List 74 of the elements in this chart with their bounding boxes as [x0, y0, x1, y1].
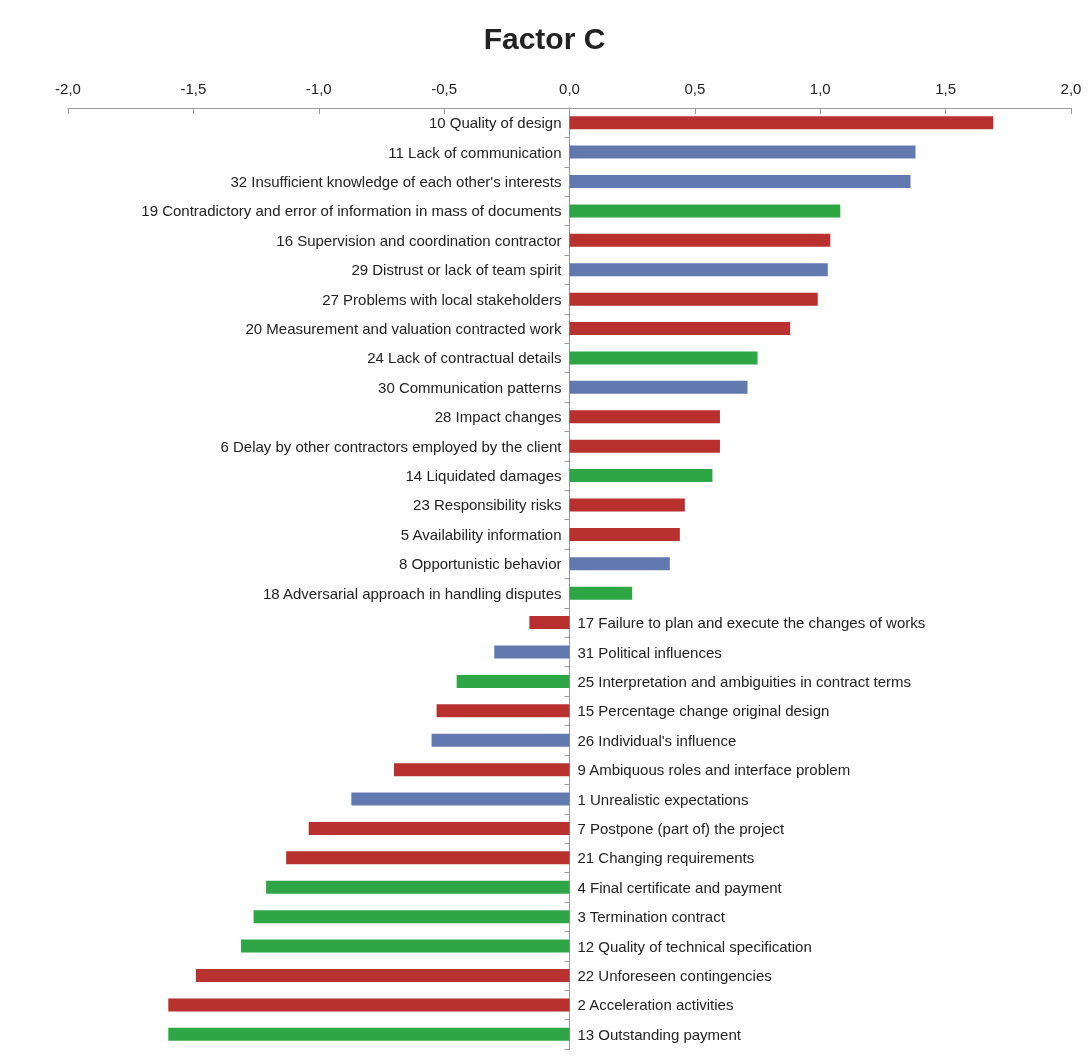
y-tick-label: 31 Political influences	[577, 643, 722, 661]
y-tick-label: 6 Delay by other contractors employed by the client	[220, 437, 563, 455]
x-tick-label: 1,0	[809, 80, 831, 97]
bar	[569, 439, 720, 453]
bar	[569, 586, 633, 600]
y-tick-label: 15 Percentage change original design	[577, 702, 830, 720]
y-tick-label: 16 Supervision and coordination contractor	[276, 231, 562, 249]
bar	[529, 616, 570, 630]
bar	[431, 733, 570, 747]
bar	[266, 880, 570, 894]
bar	[494, 645, 570, 659]
bar	[569, 498, 685, 512]
bar	[569, 322, 791, 336]
bar	[569, 204, 841, 218]
bar	[569, 292, 818, 306]
bar	[168, 998, 570, 1012]
y-tick-label: 21 Changing requirements	[577, 849, 755, 867]
x-tick-label: 0,0	[559, 80, 580, 97]
bar	[195, 968, 570, 982]
bar	[569, 557, 670, 571]
y-tick-label: 22 Unforeseen contingencies	[577, 966, 772, 984]
y-tick-label: 5 Availability information	[400, 525, 562, 543]
y-tick-label: 28 Impact changes	[434, 408, 562, 426]
x-tick-label: -1,5	[180, 80, 207, 97]
bar	[569, 410, 720, 424]
y-tick-label: 10 Quality of design	[428, 114, 562, 132]
y-tick-label: 17 Failure to plan and execute the changes of works	[577, 614, 926, 632]
y-tick-label: 9 Ambiquous roles and interface problem	[577, 761, 851, 779]
x-tick-label: 0,5	[684, 80, 706, 97]
y-tick-label: 4 Final certificate and payment	[577, 878, 783, 896]
bar	[569, 380, 748, 394]
y-tick-label: 14 Liquidated damages	[405, 467, 562, 485]
x-tick-label: -2,0	[55, 80, 81, 97]
bar	[351, 792, 570, 806]
x-tick-label: -1,0	[305, 80, 332, 97]
bar	[569, 351, 758, 365]
bar	[569, 116, 994, 130]
bar	[569, 145, 916, 159]
bar	[456, 674, 570, 688]
y-tick-label: 32 Insufficient knowledge of each other's interests	[230, 173, 562, 191]
bar	[436, 704, 570, 718]
y-tick-label: 18 Adversarial approach in handling disputes	[262, 584, 562, 602]
bar	[168, 1027, 570, 1041]
y-tick-label: 27 Problems with local stakeholders	[322, 290, 562, 308]
bar	[286, 851, 570, 865]
bar	[569, 233, 831, 247]
y-tick-label: 11 Lack of communication	[388, 143, 562, 161]
y-tick-label: 13 Outstanding payment	[577, 1025, 742, 1043]
y-tick-label: 24 Lack of contractual details	[367, 349, 562, 367]
y-tick-label: 30 Communication patterns	[378, 378, 562, 396]
y-tick-label: 7 Postpone (part of) the project	[577, 819, 786, 837]
y-tick-label: 2 Acceleration activities	[577, 996, 734, 1014]
bar	[569, 527, 680, 541]
y-tick-label: 25 Interpretation and ambiguities in contract terms	[577, 672, 912, 690]
bar	[569, 263, 828, 277]
y-tick-label: 29 Distrust or lack of team spirit	[351, 261, 563, 279]
bar	[569, 175, 911, 189]
y-tick-label: 20 Measurement and valuation contracted work	[245, 320, 562, 338]
x-tick-label: 1,5	[935, 80, 957, 97]
x-tick-label: -0,5	[431, 80, 458, 97]
bar	[241, 939, 570, 953]
y-tick-label: 12 Quality of technical specification	[577, 937, 812, 955]
bar	[569, 469, 713, 483]
y-tick-label: 8 Opportunistic behavior	[398, 555, 562, 573]
y-tick-label: 19 Contradictory and error of information in mass of documents	[141, 202, 562, 220]
y-tick-label: 1 Unrealistic expectations	[577, 790, 749, 808]
x-tick-label: 2,0	[1060, 80, 1082, 97]
bar	[308, 821, 570, 835]
chart-title: Factor C	[483, 21, 606, 55]
y-tick-label: 26 Individual's influence	[577, 731, 737, 749]
y-tick-label: 3 Termination contract	[577, 908, 726, 926]
bar	[253, 910, 570, 924]
y-tick-label: 23 Responsibility risks	[413, 496, 562, 514]
bar	[393, 763, 570, 777]
